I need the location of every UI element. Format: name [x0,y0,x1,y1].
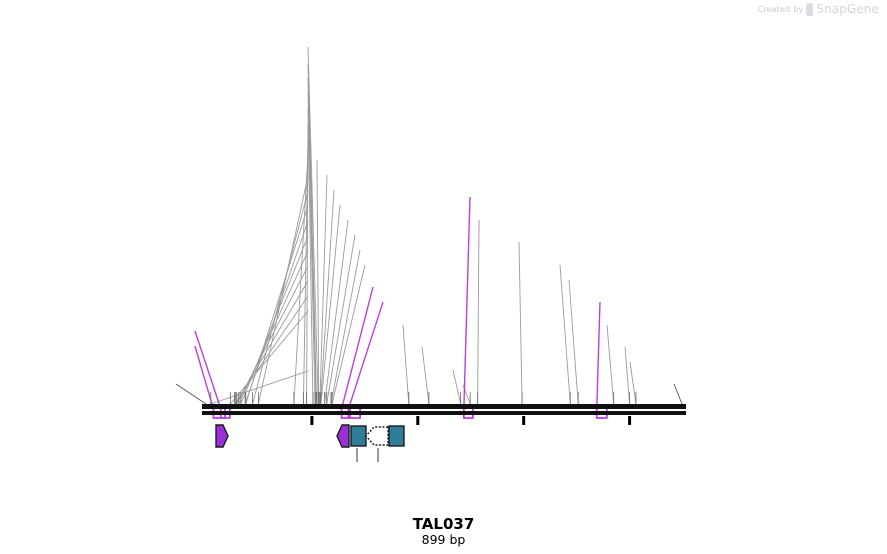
enzyme-label [363,239,376,252]
enzyme-label [368,254,381,267]
ruler [310,416,632,425]
enzyme-label [522,231,535,244]
enzyme-label [628,336,641,349]
feature-label [386,291,399,304]
enzyme-label [299,225,305,238]
enzyme-label [563,254,576,267]
enzyme-label [299,255,305,268]
enzyme-label [633,351,646,364]
enzyme-label [406,314,419,327]
plasmid-backbone [202,404,686,415]
enzyme-label [466,374,479,387]
enzyme-label [299,97,305,110]
cut-site-ticks [210,392,637,404]
enzyme-label [330,164,343,177]
enzyme-label [337,179,350,192]
snapgene-logo-icon [806,2,814,16]
enzyme-label [572,269,585,282]
leader-lines [175,46,683,419]
feature-label [603,291,616,304]
enzyme-label [299,36,305,49]
enzyme-label [299,165,305,178]
enzyme-label [482,209,495,222]
feature-glyphs [215,424,405,462]
page-title: TAL037 [412,515,475,533]
feature-glyph[interactable] [388,425,405,447]
feature-label [473,186,486,199]
enzyme-label [299,180,305,193]
enzyme-label [358,224,371,237]
watermark-brand: SnapGene [816,2,879,16]
enzyme-label [299,53,305,66]
terminal-label [166,373,172,386]
watermark-prefix: Created by [757,4,804,14]
enzyme-label [299,270,305,283]
enzyme-label [299,142,305,155]
enzyme-label [299,195,305,208]
feature-glyph[interactable] [365,426,389,446]
enzyme-label [299,82,305,95]
enzyme-label [299,112,305,125]
terminal-label [678,373,691,386]
feature-label [376,276,389,289]
enzyme-label [299,285,305,298]
enzyme-label [343,194,356,207]
enzyme-label [299,210,305,223]
enzyme-label [425,336,438,349]
feature-glyph[interactable] [336,424,350,448]
enzyme-label [299,240,305,253]
plasmid-length: 899 bp [421,532,466,547]
enzyme-label [299,300,305,313]
feature-glyph[interactable] [350,425,367,447]
feature-label [186,335,192,348]
enzyme-label [299,127,305,140]
enzyme-label [320,149,333,162]
enzyme-label [456,359,469,372]
enzyme-label [610,314,623,327]
snapgene-watermark: Created by SnapGene [757,2,879,16]
feature-glyph[interactable] [215,424,229,448]
enzyme-label [299,360,305,373]
feature-label [186,320,192,333]
enzyme-label [351,209,364,222]
enzyme-label [299,67,305,80]
